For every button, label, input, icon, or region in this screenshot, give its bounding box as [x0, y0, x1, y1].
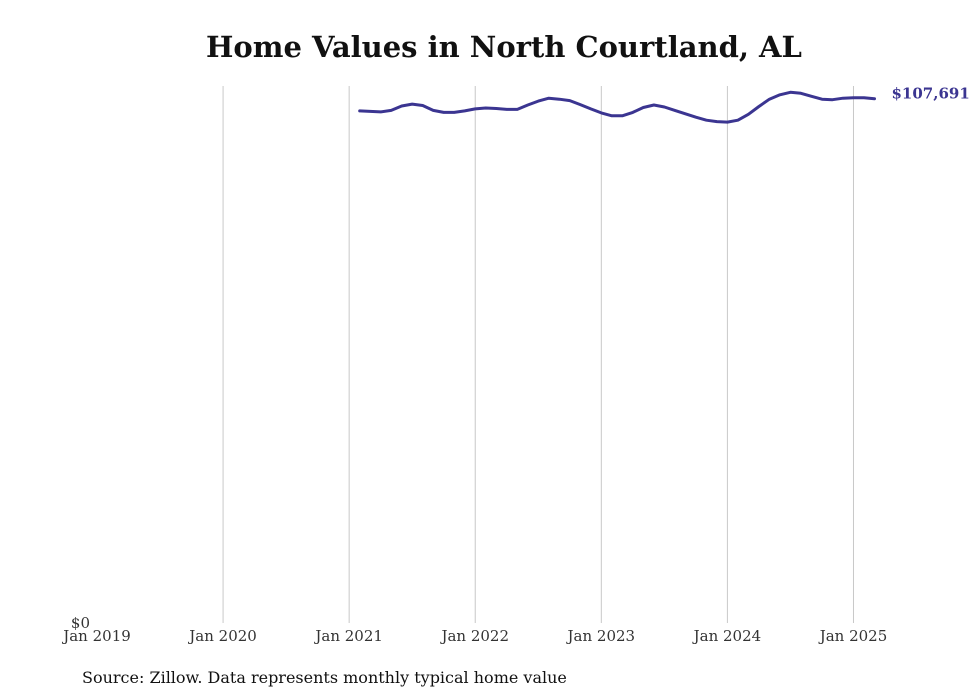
series-layer [358, 90, 876, 124]
x-tick-label: Jan 2024 [692, 627, 762, 645]
tick-labels: Jan 2019 Jan 2020 Jan 2021 Jan 2022 Jan 2023… [61, 85, 970, 645]
source-note: Source: Zillow. Data represents monthly … [82, 668, 567, 687]
x-tick-label: Jan 2022 [439, 627, 509, 645]
x-tick-label: Jan 2019 [61, 627, 131, 645]
series-line [358, 90, 876, 124]
x-tick-label: Jan 2023 [566, 627, 636, 645]
y-tick-label: $0 [71, 614, 90, 632]
x-tick-label: Jan 2020 [187, 627, 257, 645]
gridlines [222, 86, 854, 623]
x-tick-label: Jan 2025 [818, 627, 888, 645]
chart-title: Home Values in North Courtland, AL [206, 30, 802, 64]
end-value-label: $107,691 [891, 85, 969, 103]
x-tick-label: Jan 2021 [313, 627, 383, 645]
